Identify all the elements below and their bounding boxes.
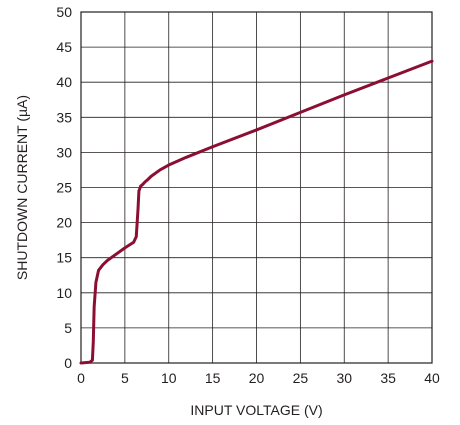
x-tick-labels: 0 5 10 15 20 25 30 35 40 [77, 370, 440, 386]
y-tick-label: 40 [56, 74, 72, 90]
x-tick-label: 35 [380, 370, 396, 386]
series-line [79, 59, 434, 365]
y-tick-label: 35 [56, 109, 72, 125]
y-tick-label: 25 [56, 180, 72, 196]
y-tick-label: 30 [56, 144, 72, 160]
x-tick-label: 15 [205, 370, 221, 386]
x-tick-label: 40 [424, 370, 440, 386]
y-tick-label: 15 [56, 250, 72, 266]
x-tick-label: 20 [249, 370, 265, 386]
y-tick-label: 20 [56, 215, 72, 231]
y-tick-labels: 0 5 10 15 20 25 30 35 40 45 50 [56, 4, 72, 371]
x-axis-title: INPUT VOLTAGE (V) [190, 402, 322, 418]
x-tick-label: 25 [293, 370, 309, 386]
x-tick-label: 0 [77, 370, 85, 386]
x-tick-label: 5 [121, 370, 129, 386]
y-tick-label: 45 [56, 39, 72, 55]
y-tick-label: 0 [64, 355, 72, 371]
y-tick-label: 50 [56, 4, 72, 20]
x-tick-label: 10 [161, 370, 177, 386]
grid [81, 12, 432, 363]
x-tick-label: 30 [336, 370, 352, 386]
y-tick-label: 10 [56, 285, 72, 301]
plot-frame [80, 11, 433, 364]
y-axis-title: SHUTDOWN CURRENT (µA) [14, 95, 30, 280]
y-tick-label: 5 [64, 320, 72, 336]
